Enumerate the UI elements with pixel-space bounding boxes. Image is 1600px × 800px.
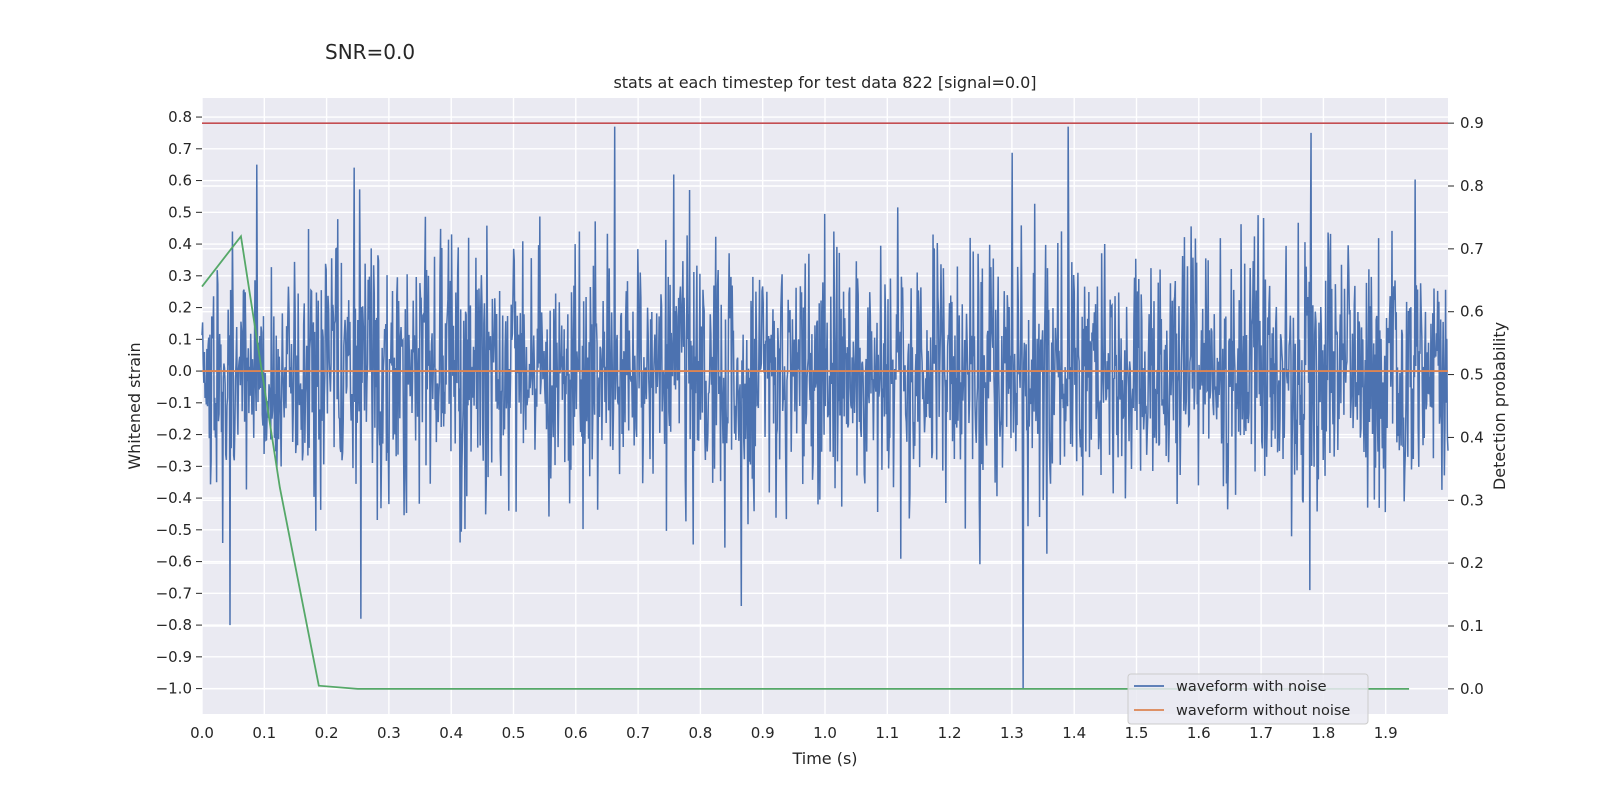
x-tick-label: 0.5 [502,724,526,742]
x-tick-label: 1.4 [1062,724,1086,742]
x-axis-ticks: 0.0 0.1 0.2 0.3 0.4 0.5 0.6 0.7 0.8 0.9 1.0 1.1 1.2 1… [190,724,1398,742]
y2-tick-label: 0.4 [1460,428,1484,446]
y-tick-label: −0.5 [156,521,192,539]
legend-frame [1127,673,1369,725]
x-tick-label: 0.2 [315,724,339,742]
x-tick-label: 0.7 [626,724,650,742]
x-tick-label: 1.5 [1125,724,1149,742]
y2-tick-label: 0.1 [1460,617,1484,635]
y-tick-label: 0.7 [168,140,192,158]
y-tick-label: −1.0 [156,680,192,698]
y2-tick-label: 0.3 [1460,491,1484,509]
x-tick-label: 0.0 [190,724,214,742]
x-tick-label: 1.7 [1249,724,1273,742]
x-tick-label: 1.1 [875,724,899,742]
y-tick-label: −0.6 [156,553,192,571]
y-tick-label: −0.3 [156,457,192,475]
y-tick-label: 0.0 [168,362,192,380]
y2-tick-label: 0.7 [1460,240,1484,258]
y2-tick-label: 0.5 [1460,366,1484,384]
y-tick-label: 0.2 [168,299,192,317]
legend-label-waveform-without-noise: waveform without noise [1176,703,1350,719]
x-axis-label: Time (s) [791,749,857,768]
y-axis-ticks: 0.8 0.7 0.6 0.5 0.4 0.3 0.2 0.1 0.0 −0.1 −0.2 −0.3 −… [156,108,202,698]
y-tick-label: −0.7 [156,584,192,602]
x-tick-label: 0.9 [751,724,775,742]
y-tick-label: 0.8 [168,108,192,126]
y-tick-label: −0.4 [156,489,192,507]
figure-suptitle: SNR=0.0 [325,40,416,64]
legend-label-waveform-with-noise: waveform with noise [1176,679,1327,695]
y-tick-label: −0.2 [156,426,192,444]
x-tick-label: 1.2 [938,724,962,742]
y2-axis-ticks: 0.9 0.8 0.7 0.6 0.5 0.4 0.3 0.2 0.1 0.0 [1448,114,1484,698]
y2-tick-label: 0.9 [1460,114,1484,132]
y2-tick-label: 0.0 [1460,680,1484,698]
x-tick-label: 0.1 [252,724,276,742]
x-tick-label: 1.8 [1311,724,1335,742]
y-tick-label: 0.5 [168,203,192,221]
x-tick-label: 0.6 [564,724,588,742]
y-tick-label: 0.4 [168,235,192,253]
y-tick-label: −0.9 [156,648,192,666]
y-tick-label: 0.3 [168,267,192,285]
x-tick-label: 0.3 [377,724,401,742]
y-axis-label: Whitened strain [125,342,144,469]
y2-tick-label: 0.2 [1460,554,1484,572]
y-tick-label: −0.8 [156,616,192,634]
y-tick-label: 0.1 [168,330,192,348]
x-tick-label: 1.9 [1374,724,1398,742]
x-tick-label: 1.0 [813,724,837,742]
y2-tick-label: 0.6 [1460,303,1484,321]
y2-axis-label: Detection probability [1490,322,1509,490]
x-tick-label: 1.6 [1187,724,1211,742]
y2-tick-label: 0.8 [1460,177,1484,195]
x-tick-label: 0.8 [688,724,712,742]
y-tick-label: 0.6 [168,172,192,190]
chart-title: stats at each timestep for test data 822… [613,73,1036,92]
y-tick-label: −0.1 [156,394,192,412]
legend: waveform with noise waveform without noi… [1127,673,1369,725]
x-tick-label: 0.4 [439,724,463,742]
x-tick-label: 1.3 [1000,724,1024,742]
